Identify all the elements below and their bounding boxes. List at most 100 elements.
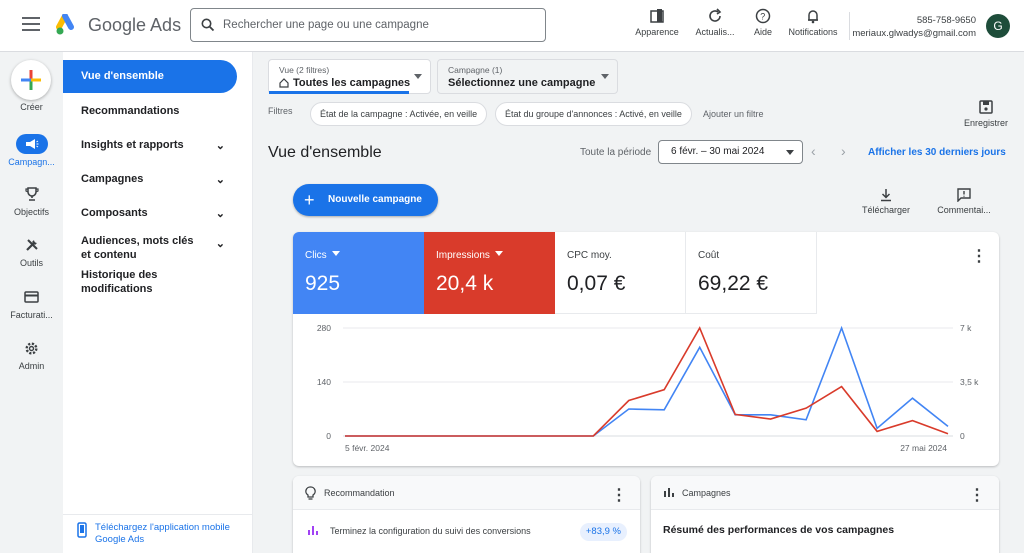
rail-item-goals[interactable]: Objectifs — [0, 184, 63, 217]
y-right-tick: 7 k — [960, 323, 972, 333]
refresh-icon — [709, 8, 722, 22]
google-ads-logo — [56, 14, 74, 35]
rail-item-campaigns[interactable]: Campagn... — [0, 134, 63, 167]
view-selector[interactable]: Vue (2 filtres) Toutes les campagnes — [268, 59, 431, 94]
uplift-badge: +83,9 % — [579, 523, 627, 541]
nav-item-campaigns[interactable]: Campagnes ⌄ — [81, 173, 225, 186]
divider — [63, 514, 253, 515]
period-label: Toute la période — [580, 147, 652, 158]
rail-item-admin[interactable]: Admin — [0, 338, 63, 371]
date-range-picker[interactable]: 6 févr. – 30 mai 2024 — [658, 140, 803, 164]
plus-icon — [21, 70, 41, 90]
home-icon — [279, 78, 289, 88]
nav-item-audiences[interactable]: Audiences, mots clés et contenu ⌄ — [81, 235, 225, 261]
create-label: Créer — [20, 102, 43, 112]
more-vert-icon[interactable]: ⋮ — [971, 248, 987, 265]
new-campaign-button[interactable]: + Nouvelle campagne — [293, 184, 438, 216]
trophy-icon — [24, 187, 39, 201]
chevron-down-icon[interactable]: ⌄ — [215, 140, 225, 152]
y-right-tick: 0 — [960, 431, 965, 441]
help-button[interactable]: ? Aide — [748, 8, 778, 37]
x-end-label: 27 mai 2024 — [900, 443, 947, 453]
recommendation-item[interactable]: Terminez la configuration du suivi des c… — [307, 523, 627, 544]
search-icon — [201, 18, 215, 32]
campaigns-card: Campagnes ⋮ Résumé des performances de v… — [651, 476, 999, 553]
x-start-label: 5 févr. 2024 — [345, 443, 390, 453]
brand-name: Google Ads — [88, 15, 182, 35]
nav-item-assets[interactable]: Composants ⌄ — [81, 207, 225, 220]
metric-avg-cpc[interactable]: CPC moy. 0,07 € — [555, 232, 686, 314]
save-button[interactable]: Enregistrer — [964, 100, 1008, 128]
chevron-left-icon[interactable]: ‹ — [811, 143, 816, 159]
dropdown-arrow-icon — [786, 150, 794, 155]
account-info[interactable]: 585-758-9650 meriaux.glwadys@gmail.com — [852, 14, 976, 40]
filters-label: Filtres — [268, 106, 293, 116]
account-id: 585-758-9650 — [916, 15, 976, 26]
nav-item-overview[interactable]: Vue d'ensemble — [63, 60, 237, 93]
add-filter-link[interactable]: Ajouter un filtre — [703, 109, 764, 119]
download-icon — [881, 189, 891, 202]
y-left-tick: 280 — [317, 323, 331, 333]
account-email: meriaux.glwadys@gmail.com — [852, 28, 976, 39]
lightbulb-icon — [305, 486, 316, 500]
search-input[interactable]: Rechercher une page ou une campagne — [190, 8, 546, 42]
y-left-tick: 140 — [317, 377, 331, 387]
appearance-button[interactable]: Apparence — [634, 8, 680, 37]
left-rail: Créer Campagn... Objectifs Outils Factur… — [0, 52, 63, 553]
metric-clicks[interactable]: Clics 925 — [293, 232, 424, 314]
y-left-tick: 0 — [326, 431, 331, 441]
chevron-down-icon[interactable]: ⌄ — [215, 208, 225, 220]
card-subtitle: Résumé des performances de vos campagnes — [663, 524, 895, 536]
more-vert-icon[interactable]: ⋮ — [969, 487, 985, 504]
divider — [849, 12, 850, 40]
help-icon: ? — [755, 8, 771, 24]
metric-cost[interactable]: Coût 69,22 € — [686, 232, 817, 314]
dropdown-arrow-icon — [414, 74, 422, 79]
tools-icon — [25, 239, 38, 251]
performance-chart: 280 140 0 7 k 3,5 k 0 5 févr. 2024 27 ma… — [317, 323, 979, 453]
filter-chip-adgroup-status[interactable]: État du groupe d'annonces : Activé, en v… — [495, 102, 692, 126]
credit-card-icon — [24, 291, 39, 303]
bar-chart-icon — [308, 526, 318, 535]
rail-item-tools[interactable]: Outils — [0, 235, 63, 268]
nav-item-insights[interactable]: Insights et rapports ⌄ — [81, 139, 225, 152]
nav-item-change-history[interactable]: Historique des modifications — [81, 269, 158, 295]
dropdown-arrow-icon — [331, 251, 340, 256]
notifications-button[interactable]: Notifications — [786, 8, 840, 37]
comment-icon — [957, 188, 971, 202]
bell-icon — [808, 10, 818, 24]
series-line-impressions — [345, 326, 949, 437]
plus-icon: + — [304, 190, 315, 210]
avatar[interactable]: G — [986, 14, 1010, 38]
card-title: Recommandation — [324, 488, 395, 498]
nav-item-recommendations[interactable]: Recommandations — [81, 105, 180, 117]
chevron-down-icon[interactable]: ⌄ — [215, 238, 225, 250]
megaphone-icon — [25, 139, 38, 149]
performance-card: Clics 925 Impressions 20,4 k CPC moy. 0,… — [293, 232, 999, 466]
phone-icon — [77, 522, 87, 538]
create-button[interactable] — [11, 60, 51, 100]
chevron-right-icon[interactable]: › — [841, 143, 846, 159]
recommendation-card: Recommandation ⋮ Terminez la configurati… — [293, 476, 640, 553]
filter-chip-campaign-status[interactable]: État de la campagne : Activée, en veille — [310, 102, 488, 126]
more-vert-icon[interactable]: ⋮ — [611, 487, 627, 504]
download-button[interactable]: Télécharger — [859, 188, 913, 215]
last-30-days-link[interactable]: Afficher les 30 derniers jours — [868, 147, 1006, 158]
dropdown-arrow-icon — [601, 74, 609, 79]
chevron-down-icon[interactable]: ⌄ — [215, 174, 225, 186]
mobile-app-link[interactable]: Téléchargez l'application mobile Google … — [77, 522, 230, 545]
comments-button[interactable]: Commentai... — [933, 188, 995, 215]
rail-item-billing[interactable]: Facturati... — [0, 287, 63, 320]
metric-impressions[interactable]: Impressions 20,4 k — [424, 232, 555, 314]
search-placeholder: Rechercher une page ou une campagne — [223, 19, 429, 31]
page-title: Vue d'ensemble — [268, 144, 382, 161]
main-content: Vue (2 filtres) Toutes les campagnes Cam… — [253, 52, 1024, 553]
menu-icon[interactable] — [22, 17, 40, 33]
save-icon — [979, 100, 993, 114]
bar-chart-icon — [664, 488, 674, 497]
campaign-selector[interactable]: Campagne (1) Sélectionnez une campagne — [437, 59, 618, 94]
svg-text:?: ? — [760, 12, 765, 22]
dropdown-arrow-icon — [494, 251, 503, 256]
refresh-button[interactable]: Actualis... — [692, 8, 738, 37]
gear-icon — [25, 341, 38, 355]
